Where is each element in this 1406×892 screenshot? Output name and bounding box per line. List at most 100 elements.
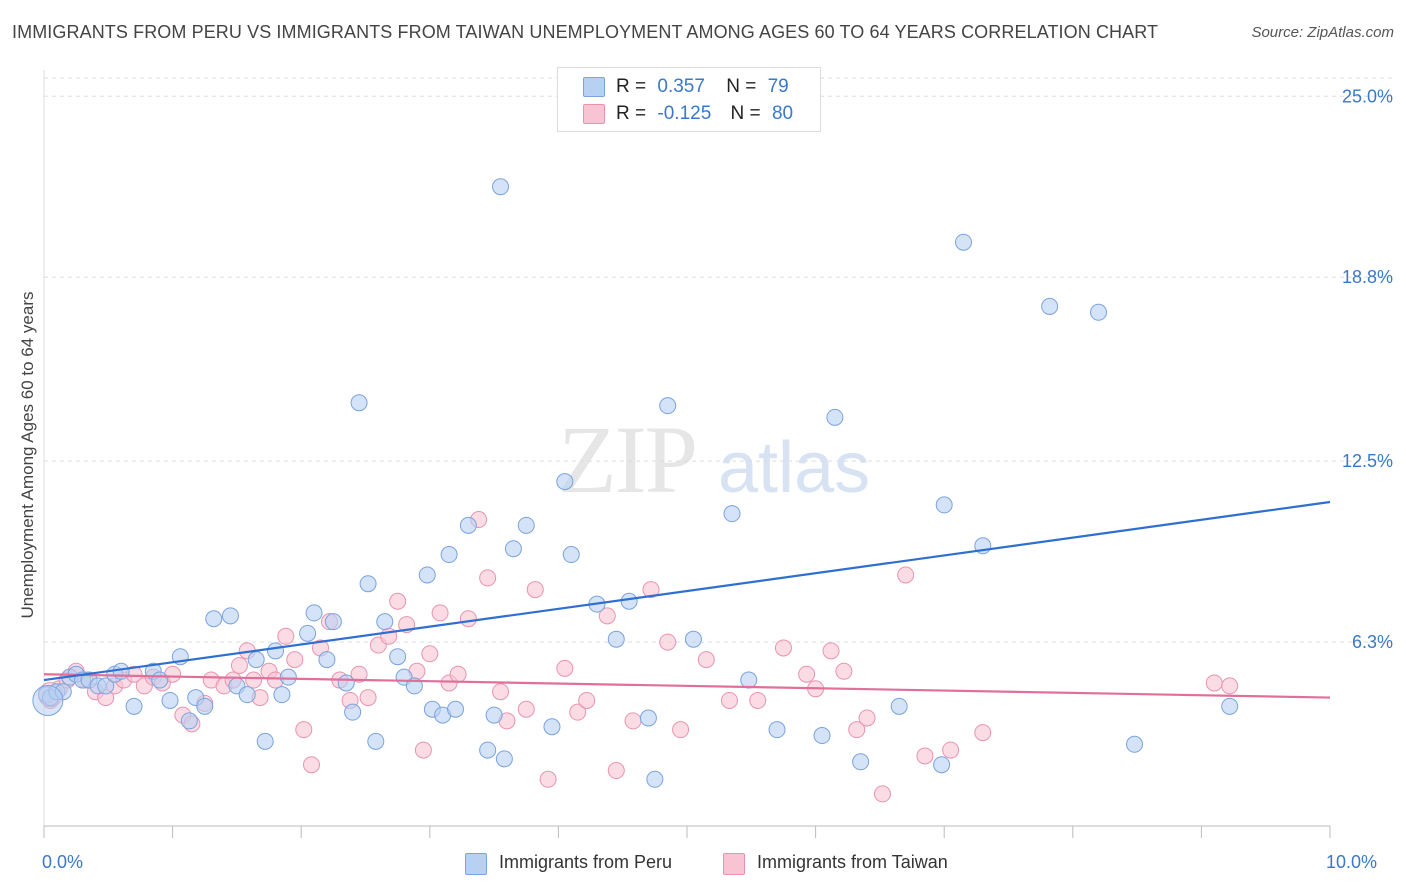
peru-point (97, 677, 115, 695)
peru-point (492, 178, 510, 196)
taiwan-point (774, 639, 792, 657)
taiwan-point (350, 665, 368, 683)
taiwan-point (974, 724, 992, 742)
taiwan-point (848, 721, 866, 739)
peru-trend-line (43, 500, 1331, 682)
taiwan-point (539, 770, 557, 788)
taiwan-n-label: N = (730, 103, 761, 124)
x-ticks (43, 826, 1331, 838)
peru-point (813, 727, 831, 745)
taiwan-point (607, 762, 625, 780)
peru-point (723, 505, 741, 523)
taiwan-point (897, 566, 915, 584)
taiwan-point (286, 651, 304, 669)
taiwan-point (697, 651, 715, 669)
taiwan-point (720, 691, 738, 709)
peru-r-label: R = (616, 76, 647, 97)
taiwan-point (431, 604, 449, 622)
peru-point (279, 668, 297, 686)
taiwan-point (942, 741, 960, 759)
watermark-zip: ZIP (558, 406, 696, 513)
x-tick-label-max: 10.0% (1326, 852, 1378, 872)
peru-series (32, 178, 1239, 788)
taiwan-r-value: -0.125 (657, 103, 712, 124)
taiwan-point (230, 656, 248, 674)
taiwan-point (835, 662, 853, 680)
taiwan-point (578, 691, 596, 709)
taiwan-point (389, 592, 407, 610)
taiwan-point (245, 671, 263, 689)
peru-point (1126, 735, 1144, 753)
gridlines (44, 77, 1392, 643)
peru-n-label: N = (726, 76, 757, 97)
taiwan-point (598, 607, 616, 625)
peru-point (440, 546, 458, 564)
watermark-atlas: atlas (718, 428, 870, 508)
peru-point (196, 697, 214, 715)
peru-point (620, 592, 638, 610)
peru-point (459, 516, 477, 534)
peru-point (562, 546, 580, 564)
peru-point (479, 741, 497, 759)
taiwan-point (359, 689, 377, 707)
peru-point (935, 496, 953, 514)
peru-point (639, 709, 657, 727)
peru-point (344, 703, 362, 721)
y-tick-label: 18.8% (1342, 267, 1393, 287)
peru-point (933, 756, 951, 774)
peru-point (125, 697, 143, 715)
taiwan-point (492, 683, 510, 701)
peru-point (247, 651, 265, 669)
peru-point (221, 607, 239, 625)
peru-point (337, 674, 355, 692)
peru-point (350, 394, 368, 412)
taiwan-point (749, 691, 767, 709)
peru-point (161, 691, 179, 709)
peru-point (1090, 303, 1108, 321)
peru-point (389, 648, 407, 666)
taiwan-point (858, 709, 876, 727)
taiwan-point (556, 659, 574, 677)
peru-point (299, 624, 317, 642)
chart-title: IMMIGRANTS FROM PERU VS IMMIGRANTS FROM … (12, 22, 1159, 42)
taiwan-point (672, 721, 690, 739)
peru-point (740, 671, 758, 689)
taiwan-point (659, 633, 677, 651)
taiwan-point (916, 747, 934, 765)
peru-point (305, 604, 323, 622)
peru-point (659, 397, 677, 415)
bottom-taiwan-label: Immigrants from Taiwan (757, 852, 948, 872)
peru-point (826, 408, 844, 426)
taiwan-trend-line (43, 673, 1331, 699)
peru-cluster-point (32, 684, 64, 716)
peru-point (447, 700, 465, 718)
peru-point (485, 706, 503, 724)
peru-point (1041, 297, 1059, 315)
taiwan-point (302, 756, 320, 774)
taiwan-point (822, 642, 840, 660)
taiwan-n-value: 80 (771, 103, 794, 124)
peru-point (359, 575, 377, 593)
bottom-peru-swatch (465, 853, 487, 875)
taiwan-point (277, 627, 295, 645)
peru-point (684, 630, 702, 648)
taiwan-point (642, 581, 660, 599)
watermark: ZIP atlas (558, 406, 870, 513)
y-tick-label: 25.0% (1342, 86, 1393, 106)
taiwan-point (295, 721, 313, 739)
peru-point (504, 540, 522, 558)
taiwan-point (569, 703, 587, 721)
taiwan-point (459, 610, 477, 628)
y-tick-label: 12.5% (1342, 451, 1393, 471)
peru-point (318, 651, 336, 669)
y-axis-label: Unemployment Among Ages 60 to 64 years (18, 291, 37, 619)
peru-point (852, 753, 870, 771)
peru-point (238, 686, 256, 704)
y-tick-label: 6.3% (1352, 632, 1393, 652)
peru-point (495, 750, 513, 768)
taiwan-point (1205, 674, 1223, 692)
correlation-legend: R = 0.357 N = 79 R = -0.125 N = 80 (557, 67, 821, 132)
taiwan-point (517, 700, 535, 718)
peru-point (607, 630, 625, 648)
